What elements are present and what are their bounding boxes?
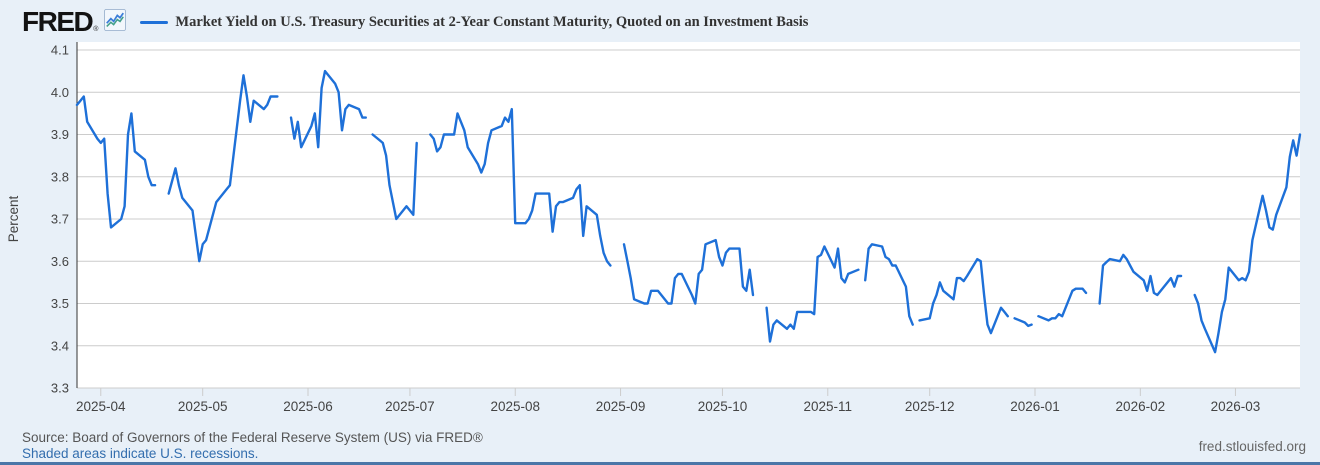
fred-site-link[interactable]: fred.stlouisfed.org	[1198, 439, 1306, 454]
y-tick-label: 3.9	[51, 127, 69, 142]
y-tick-label: 4.1	[51, 43, 69, 58]
y-tick-label: 3.3	[51, 381, 69, 396]
chart-header: FRED ® Market Yield on U.S. Treasury Sec…	[22, 6, 1310, 38]
x-tick-label: 2025-09	[596, 399, 646, 414]
x-tick-label: 2025-06	[283, 399, 333, 414]
x-tick-label: 2025-11	[804, 399, 853, 414]
series-legend: Market Yield on U.S. Treasury Securities…	[140, 14, 808, 31]
source-text: Source: Board of Governors of the Federa…	[22, 430, 483, 445]
y-tick-label: 3.8	[51, 169, 69, 184]
x-tick-label: 2025-05	[178, 399, 228, 414]
x-tick-label: 2025-04	[76, 399, 126, 414]
y-tick-label: 3.6	[51, 254, 69, 269]
fred-logo[interactable]: FRED ®	[22, 6, 99, 37]
x-tick-label: 2025-07	[385, 399, 435, 414]
x-tick-label: 2026-02	[1116, 399, 1166, 414]
fred-logo-text: FRED	[22, 6, 94, 37]
x-tick-label: 2026-01	[1010, 399, 1060, 414]
y-tick-label: 3.7	[51, 212, 69, 227]
x-tick-label: 2026-03	[1211, 399, 1261, 414]
recession-note-link[interactable]: Shaded areas indicate U.S. recessions.	[22, 446, 259, 461]
y-tick-label: 3.4	[51, 338, 69, 353]
x-tick-label: 2025-10	[698, 399, 748, 414]
y-tick-label: 3.5	[51, 296, 69, 311]
bottom-accent-bar	[0, 462, 1320, 465]
x-tick-label: 2025-12	[905, 399, 955, 414]
y-axis-title: Percent	[6, 195, 21, 242]
plot-area[interactable]	[77, 42, 1300, 388]
fred-sparkline-icon	[104, 8, 127, 36]
series-title: Market Yield on U.S. Treasury Securities…	[175, 13, 809, 30]
y-tick-label: 4.0	[51, 85, 69, 100]
legend-line-swatch	[140, 20, 169, 24]
series-line[interactable]	[75, 69, 1302, 354]
registered-trademark: ®	[93, 26, 99, 33]
x-tick-label: 2025-08	[490, 399, 540, 414]
